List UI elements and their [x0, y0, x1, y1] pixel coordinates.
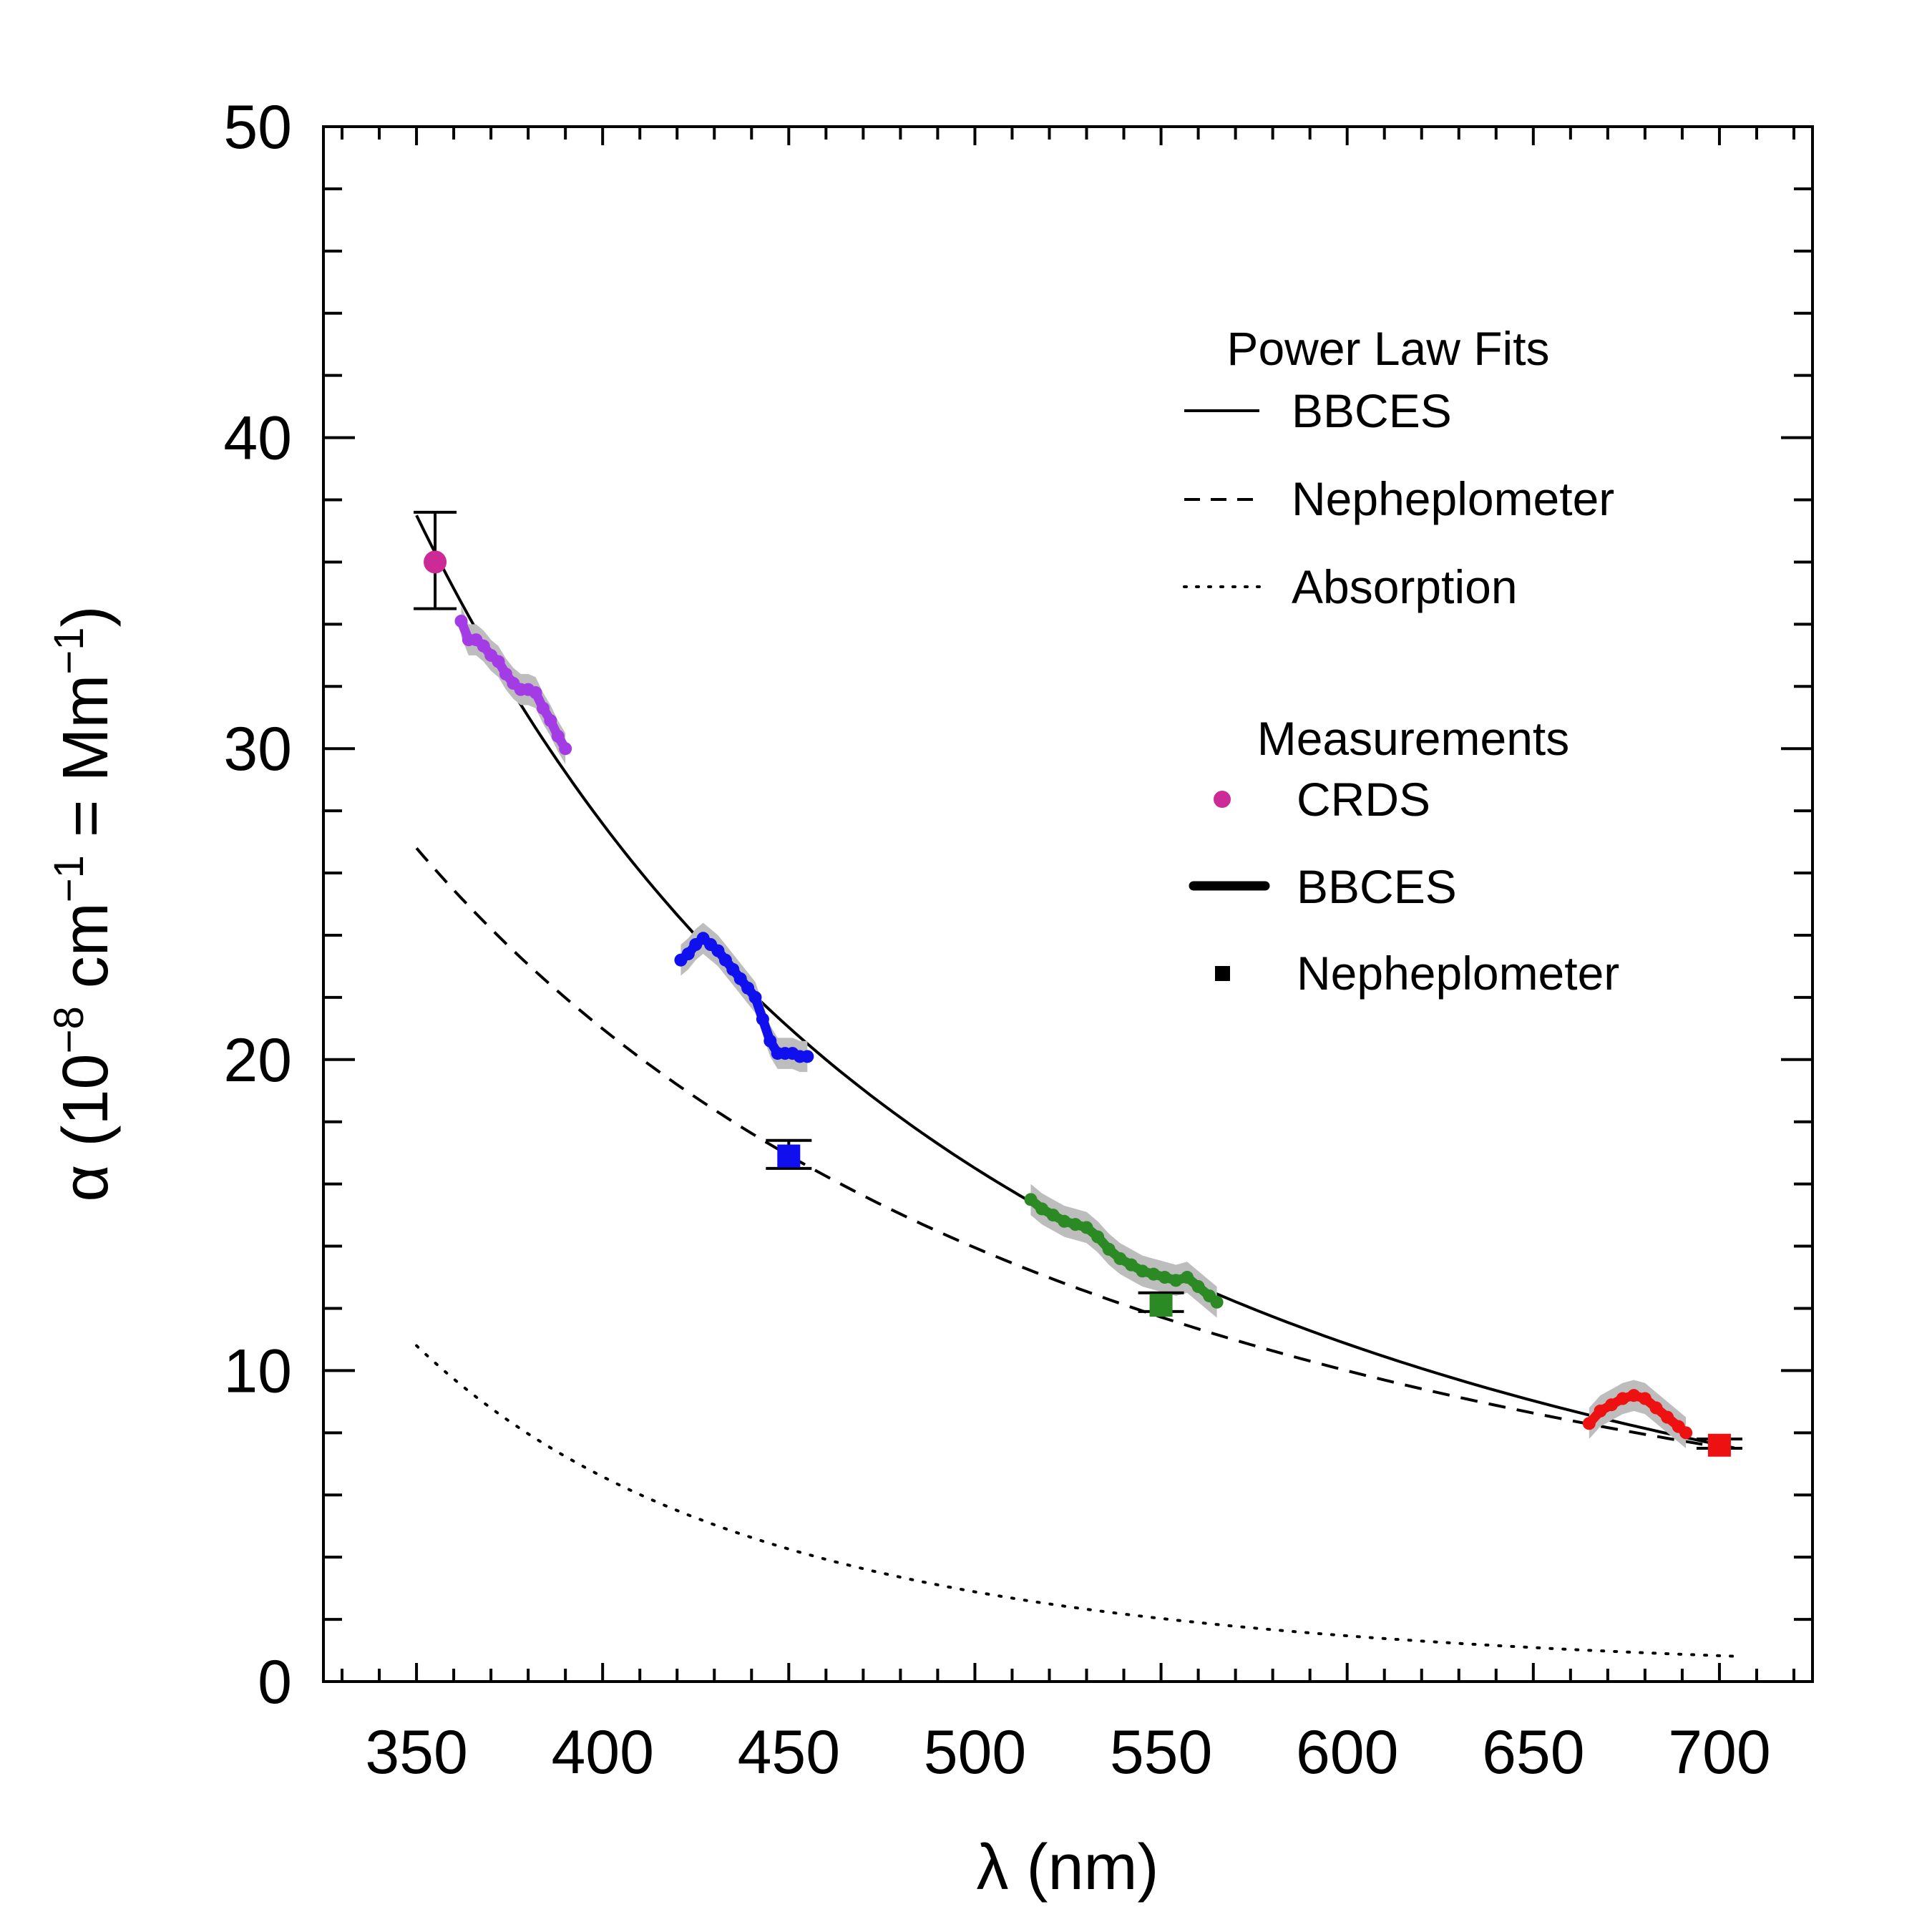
- legend-nephelometer-label: Nepheplometer: [1297, 947, 1619, 1000]
- y-tick-label: 40: [223, 404, 292, 473]
- y-label-unit1: cm: [50, 902, 122, 988]
- legend-fits-title: Power Law Fits: [1226, 322, 1549, 375]
- y-tick-label: 30: [223, 715, 292, 784]
- x-tick-label: 600: [1296, 1718, 1399, 1787]
- x-tick-label: 350: [365, 1718, 468, 1787]
- fit-curve-nepheplometer: [416, 848, 1735, 1450]
- bbces-data-point: [1125, 1259, 1138, 1272]
- bbces-data-point: [1616, 1392, 1629, 1405]
- y-label-equals: =: [50, 800, 122, 838]
- x-tick-label: 400: [551, 1718, 654, 1787]
- bbces-data-point: [1047, 1209, 1060, 1221]
- bbces-data-point: [492, 655, 505, 668]
- bbces-data-point: [1583, 1417, 1596, 1430]
- bbces-data-point: [559, 742, 572, 755]
- bbces-data-point: [1627, 1389, 1640, 1402]
- nephelometer-point: [1150, 1294, 1173, 1317]
- bbces-data-point: [801, 1050, 814, 1063]
- legend-measurements-title: Measurements: [1257, 712, 1570, 765]
- bbces-data-point: [1024, 1193, 1037, 1206]
- crds-point: [424, 550, 447, 573]
- legend-bbces-label: BBCES: [1297, 860, 1457, 913]
- y-axis-label: α (10−8 cm−1 = Mm−1): [46, 605, 122, 1201]
- bbces-data-point: [1080, 1221, 1093, 1234]
- bbces-data-point: [530, 686, 542, 699]
- bbces-data-point: [1679, 1426, 1692, 1439]
- legend-crds-label: CRDS: [1297, 773, 1430, 826]
- bbces-data-point: [1211, 1296, 1224, 1309]
- bbces-data-point: [1058, 1215, 1070, 1228]
- legend-nephelometer-marker: [1215, 966, 1230, 981]
- bbces-data-point: [1639, 1392, 1652, 1405]
- bbces-data-point: [1158, 1271, 1171, 1284]
- y-label-exp1: −8: [46, 1006, 92, 1053]
- x-tick-label: 700: [1668, 1718, 1771, 1787]
- legend-fit-absorption-label: Absorption: [1292, 560, 1518, 613]
- bbces-data-point: [1649, 1402, 1662, 1415]
- bbces-data-point: [1605, 1398, 1618, 1411]
- bbces-data-point: [1192, 1280, 1205, 1293]
- y-label-unit2: Mm: [50, 675, 122, 782]
- bbces-data-point: [454, 615, 467, 628]
- y-label-exp2: −1: [46, 855, 92, 902]
- bbces-uncertainty-band-2: [1030, 1184, 1216, 1318]
- nephelometer-point: [1708, 1434, 1731, 1457]
- y-label-ten: 10: [50, 1053, 122, 1125]
- bbces-data-point: [544, 714, 557, 727]
- y-tick-label: 0: [258, 1648, 292, 1717]
- nephelometer-point: [777, 1145, 800, 1168]
- bbces-data-point: [1069, 1218, 1082, 1231]
- x-tick-label: 500: [924, 1718, 1027, 1787]
- bbces-data-point: [1147, 1268, 1160, 1281]
- legend-crds-marker: [1214, 791, 1231, 808]
- bbces-data-point: [1661, 1411, 1674, 1424]
- plot-frame: [323, 127, 1813, 1682]
- bbces-data-point: [1035, 1202, 1048, 1215]
- bbces-data-point: [537, 702, 550, 715]
- bbces-data-point: [1136, 1264, 1149, 1277]
- bbces-data-point: [1113, 1252, 1126, 1265]
- bbces-data-point: [1103, 1243, 1116, 1256]
- y-tick-label: 50: [223, 93, 292, 162]
- x-axis-label: λ (nm): [977, 1832, 1159, 1903]
- y-tick-label: 20: [223, 1026, 292, 1095]
- plot-marks: [414, 512, 1742, 1657]
- bbces-data-point: [1181, 1271, 1194, 1284]
- bbces-data-point: [1594, 1405, 1606, 1418]
- y-label-alpha: α: [50, 1165, 122, 1202]
- y-label-exp3: −1: [46, 627, 92, 674]
- legend-fit-bbces-label: BBCES: [1292, 384, 1452, 437]
- x-tick-label: 650: [1482, 1718, 1585, 1787]
- bbces-data-point: [1169, 1274, 1182, 1287]
- bbces-data-point: [748, 991, 761, 1004]
- bbces-data-point: [552, 730, 565, 743]
- y-tick-label: 10: [223, 1337, 292, 1405]
- fit-curve-absorption: [416, 1346, 1735, 1657]
- legend: Power Law Fits BBCES Nepheplometer Absor…: [1184, 322, 1619, 1000]
- bbces-data-point: [1091, 1231, 1104, 1244]
- x-tick-label: 550: [1110, 1718, 1213, 1787]
- axis-ticks: [323, 127, 1813, 1682]
- x-tick-label: 450: [738, 1718, 841, 1787]
- legend-fit-nephelometer-label: Nepheplometer: [1292, 472, 1614, 525]
- bbces-data-point: [763, 1035, 776, 1048]
- bbces-data-point: [756, 1013, 769, 1025]
